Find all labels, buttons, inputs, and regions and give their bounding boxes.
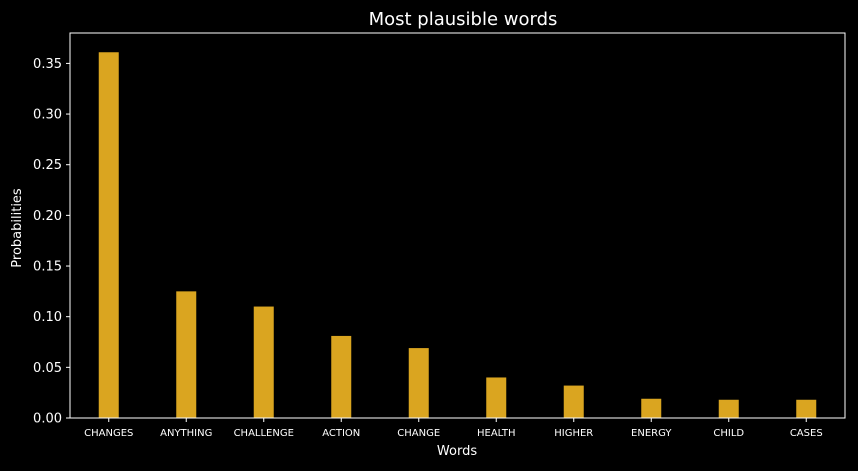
x-tick-label: CHALLENGE: [234, 428, 294, 439]
bar-changes: [98, 52, 119, 418]
x-axis-label: Words: [437, 444, 477, 459]
y-tick-label: 0.20: [33, 209, 62, 224]
y-tick-label: 0.35: [33, 57, 62, 72]
bar-health: [486, 377, 507, 418]
y-tick-label: 0.30: [33, 108, 62, 123]
y-tick-label: 0.25: [33, 158, 62, 173]
bar-higher: [563, 385, 584, 418]
y-tick-label: 0.05: [33, 361, 62, 376]
x-tick-label: ACTION: [322, 428, 360, 439]
bar-energy: [641, 398, 662, 418]
bar-change: [408, 348, 429, 418]
x-axis: CHANGES ANYTHING CHALLENGE ACTION CHANGE HEAL…: [84, 418, 823, 439]
x-tick-label: ENERGY: [631, 428, 672, 439]
y-axis-label: Probabilities: [10, 188, 25, 268]
bar-child: [718, 399, 739, 418]
chart-title: Most plausible words: [369, 9, 558, 30]
bar-cases: [796, 399, 817, 418]
y-tick-label: 0.10: [33, 310, 62, 325]
x-tick-label: HIGHER: [554, 428, 593, 439]
x-tick-label: CASES: [790, 428, 823, 439]
x-tick-label: CHILD: [713, 428, 744, 439]
bar-anything: [176, 291, 197, 418]
x-tick-label: ANYTHING: [160, 428, 212, 439]
bar-action: [331, 335, 352, 418]
plot-border: [69, 32, 846, 419]
bar-challenge: [253, 306, 274, 418]
plot-area: [69, 32, 846, 419]
y-tick-label: 0.15: [33, 260, 62, 275]
x-tick-label: CHANGES: [84, 428, 133, 439]
x-tick-label: HEALTH: [477, 428, 516, 439]
x-tick-label: CHANGE: [397, 428, 440, 439]
y-axis: 0.00 0.05 0.10 0.15 0.20 0.25 0.30 0.35: [33, 57, 70, 427]
y-tick-label: 0.00: [33, 412, 62, 427]
